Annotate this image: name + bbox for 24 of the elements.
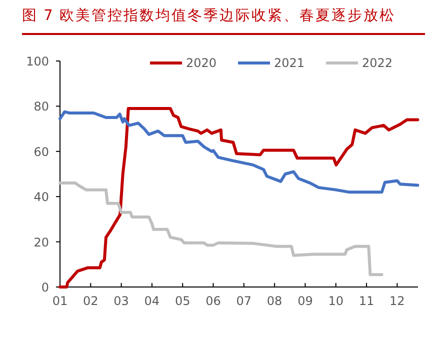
x-tick-label: 09 [298, 294, 313, 308]
legend-label: 2020 [186, 56, 217, 70]
x-tick-label: 05 [174, 294, 190, 308]
x-tick-label: 06 [206, 294, 221, 308]
y-tick-label: 20 [34, 235, 49, 250]
x-tick-label: 04 [144, 294, 160, 308]
x-tick-label: 02 [83, 294, 98, 308]
x-tick-label: 08 [266, 294, 282, 308]
chart-title: 图 7 欧美管控指数均值冬季边际收紧、春夏逐步放松 [22, 7, 396, 24]
x-tick-label: 11 [358, 294, 374, 308]
y-tick-label: 40 [34, 190, 49, 204]
line-series [58, 110, 420, 194]
legend-label: 2022 [362, 56, 393, 70]
line-series [58, 182, 384, 276]
y-tick-label: 0 [41, 280, 49, 294]
legend-label: 2021 [274, 56, 305, 70]
y-tick-label: 100 [26, 54, 49, 68]
y-tick-label: 80 [34, 100, 49, 114]
x-tick-label: 12 [390, 294, 405, 308]
x-tick-label: 01 [52, 294, 68, 308]
y-tick-label: 60 [34, 144, 49, 159]
x-tick-label: 03 [114, 294, 129, 308]
x-tick-label: 07 [236, 294, 252, 308]
x-tick-label: 10 [328, 294, 344, 308]
